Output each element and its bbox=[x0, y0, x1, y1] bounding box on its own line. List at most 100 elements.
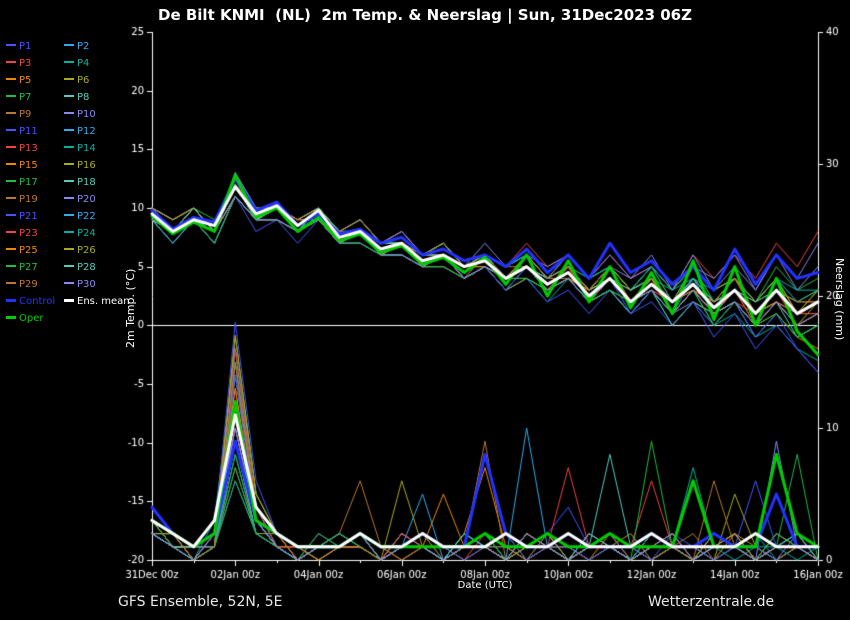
legend-line-swatch bbox=[64, 197, 74, 199]
legend-line-swatch bbox=[6, 78, 16, 80]
legend-item: P6 bbox=[64, 72, 134, 89]
legend-item: P5 bbox=[6, 72, 64, 89]
legend-label: P20 bbox=[77, 194, 96, 205]
legend-line-swatch bbox=[64, 129, 74, 131]
legend-label: P26 bbox=[77, 245, 96, 256]
legend-item: Oper bbox=[6, 310, 64, 327]
legend-label: P17 bbox=[19, 177, 38, 188]
legend-label: P2 bbox=[77, 41, 90, 52]
legend-label: P16 bbox=[77, 160, 96, 171]
legend-item: Control bbox=[6, 293, 64, 310]
legend-item: P17 bbox=[6, 174, 64, 191]
legend-item: P14 bbox=[64, 140, 134, 157]
legend-line-swatch bbox=[6, 44, 16, 46]
legend: P1 P2 P3 P4 P5 P6 P7 P8 P9 P10 P11 P12 P13 P14 P15 P16 P… bbox=[6, 38, 134, 327]
legend-item: P9 bbox=[6, 106, 64, 123]
legend-line-swatch bbox=[64, 163, 74, 165]
legend-label: P8 bbox=[77, 92, 90, 103]
legend-line-swatch bbox=[6, 112, 16, 114]
legend-line-swatch bbox=[6, 248, 16, 250]
legend-line-swatch bbox=[6, 298, 16, 302]
x-axis-label: Date (UTC) bbox=[457, 580, 513, 591]
legend-label: P29 bbox=[19, 279, 38, 290]
legend-item: Ens. mean bbox=[64, 293, 134, 310]
legend-line-swatch bbox=[64, 282, 74, 284]
legend-item: P15 bbox=[6, 157, 64, 174]
legend-item: P10 bbox=[64, 106, 134, 123]
legend-item: P29 bbox=[6, 276, 64, 293]
legend-line-swatch bbox=[64, 298, 74, 302]
legend-line-swatch bbox=[6, 315, 16, 319]
legend-item: P23 bbox=[6, 225, 64, 242]
legend-item: P2 bbox=[64, 38, 134, 55]
legend-line-swatch bbox=[6, 197, 16, 199]
legend-label: Oper bbox=[19, 313, 44, 324]
legend-line-swatch bbox=[64, 78, 74, 80]
legend-label: P27 bbox=[19, 262, 38, 273]
legend-label: P6 bbox=[77, 75, 90, 86]
legend-line-swatch bbox=[64, 231, 74, 233]
legend-line-swatch bbox=[6, 282, 16, 284]
legend-label: P30 bbox=[77, 279, 96, 290]
legend-item: P16 bbox=[64, 157, 134, 174]
legend-line-swatch bbox=[6, 265, 16, 267]
legend-item: P24 bbox=[64, 225, 134, 242]
legend-line-swatch bbox=[6, 129, 16, 131]
legend-item: P7 bbox=[6, 89, 64, 106]
legend-line-swatch bbox=[6, 163, 16, 165]
legend-label: P24 bbox=[77, 228, 96, 239]
legend-item: P4 bbox=[64, 55, 134, 72]
legend-label: P19 bbox=[19, 194, 38, 205]
legend-line-swatch bbox=[6, 180, 16, 182]
legend-item: P19 bbox=[6, 191, 64, 208]
legend-label: P9 bbox=[19, 109, 32, 120]
legend-item: P11 bbox=[6, 123, 64, 140]
y-axis-label-precip: Neerslag (mm) bbox=[833, 258, 846, 341]
legend-label: P18 bbox=[77, 177, 96, 188]
legend-item: P25 bbox=[6, 242, 64, 259]
site-credit: Wetterzentrale.de bbox=[648, 594, 775, 610]
legend-item: P30 bbox=[64, 276, 134, 293]
legend-label: P10 bbox=[77, 109, 96, 120]
legend-line-swatch bbox=[64, 112, 74, 114]
legend-label: P1 bbox=[19, 41, 32, 52]
legend-item: P20 bbox=[64, 191, 134, 208]
legend-line-swatch bbox=[64, 44, 74, 46]
legend-label: P28 bbox=[77, 262, 96, 273]
model-caption: GFS Ensemble, 52N, 5E bbox=[118, 594, 283, 610]
legend-label: P13 bbox=[19, 143, 38, 154]
y-axis-label-temp: 2m Temp. (°C) bbox=[124, 268, 137, 348]
legend-label: P4 bbox=[77, 58, 90, 69]
legend-item: P21 bbox=[6, 208, 64, 225]
legend-line-swatch bbox=[6, 95, 16, 97]
legend-line-swatch bbox=[6, 146, 16, 148]
legend-line-swatch bbox=[64, 95, 74, 97]
legend-label: P23 bbox=[19, 228, 38, 239]
legend-item: P8 bbox=[64, 89, 134, 106]
legend-line-swatch bbox=[64, 214, 74, 216]
legend-label: P12 bbox=[77, 126, 96, 137]
legend-label: Control bbox=[19, 296, 56, 307]
legend-label: P3 bbox=[19, 58, 32, 69]
legend-label: P15 bbox=[19, 160, 38, 171]
legend-line-swatch bbox=[64, 265, 74, 267]
legend-item: P12 bbox=[64, 123, 134, 140]
legend-label: Ens. mean bbox=[77, 296, 130, 307]
legend-item: P18 bbox=[64, 174, 134, 191]
legend-label: P11 bbox=[19, 126, 38, 137]
legend-line-swatch bbox=[6, 61, 16, 63]
legend-label: P25 bbox=[19, 245, 38, 256]
legend-label: P21 bbox=[19, 211, 38, 222]
legend-item: P22 bbox=[64, 208, 134, 225]
chart-title: De Bilt KNMI (NL) 2m Temp. & Neerslag | … bbox=[158, 6, 692, 24]
legend-line-swatch bbox=[64, 248, 74, 250]
legend-line-swatch bbox=[64, 180, 74, 182]
legend-line-swatch bbox=[6, 214, 16, 216]
legend-line-swatch bbox=[64, 61, 74, 63]
legend-item: P13 bbox=[6, 140, 64, 157]
legend-line-swatch bbox=[64, 146, 74, 148]
legend-item: P27 bbox=[6, 259, 64, 276]
legend-label: P22 bbox=[77, 211, 96, 222]
